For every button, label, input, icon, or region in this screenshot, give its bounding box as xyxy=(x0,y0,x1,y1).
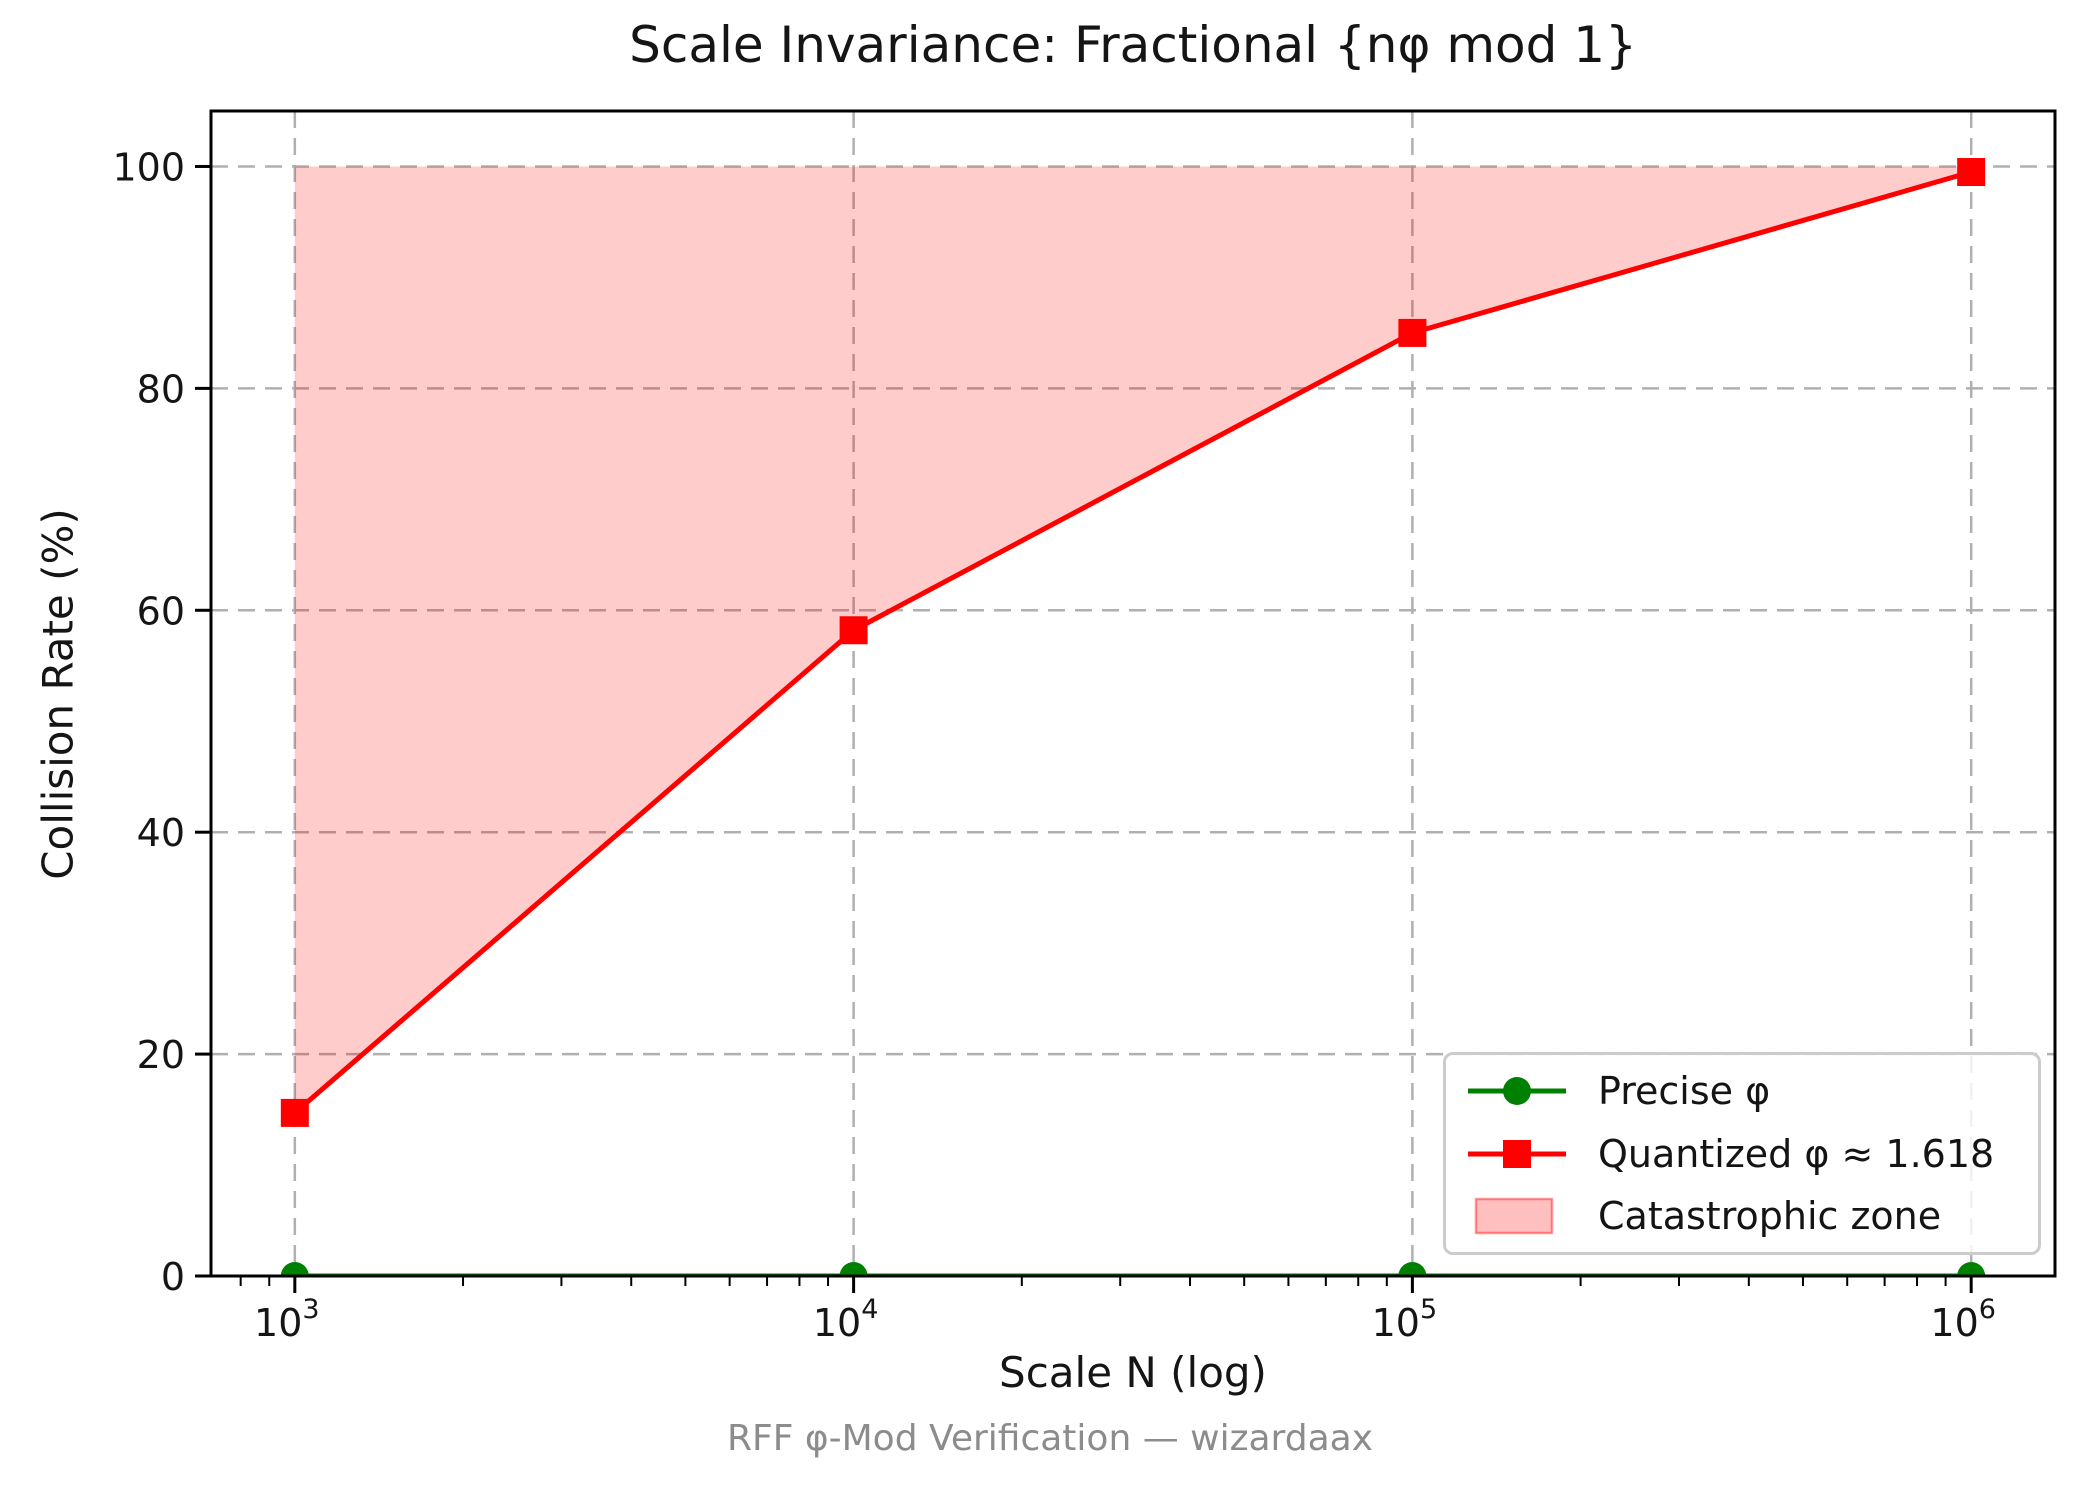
y-tick-label: 60 xyxy=(137,589,185,633)
legend: Precise φ Quantized φ ≈ 1.618 Catastroph… xyxy=(1443,1052,2041,1255)
legend-item-quantized: Quantized φ ≈ 1.618 xyxy=(1462,1124,2028,1184)
catastrophic-zone-fill xyxy=(294,166,1972,1113)
data-point-marker xyxy=(1398,1262,1427,1276)
legend-label-quantized: Quantized φ ≈ 1.618 xyxy=(1598,1131,1995,1176)
y-axis-label: Collision Rate (%) xyxy=(33,508,83,880)
y-tick-label: 100 xyxy=(112,145,185,189)
x-axis-label: Scale N (log) xyxy=(999,1348,1267,1397)
y-tick-label: 40 xyxy=(137,811,185,855)
data-point-marker xyxy=(1957,158,1986,187)
data-point-marker xyxy=(839,1262,868,1276)
tick-labels: 0 20 40 60 80 100 103 104 105 106 xyxy=(112,145,1995,1345)
data-point-marker xyxy=(280,1262,309,1276)
legend-item-zone: Catastrophic zone xyxy=(1462,1186,2028,1246)
footer-caption: RFF φ-Mod Verification — wizardaax xyxy=(727,1418,1373,1459)
y-tick-label: 80 xyxy=(137,367,185,411)
legend-label-zone: Catastrophic zone xyxy=(1598,1193,1942,1238)
red-line-square-icon xyxy=(1468,1139,1566,1168)
data-point-marker xyxy=(1398,318,1427,347)
green-line-circle-icon xyxy=(1468,1077,1566,1106)
x-tick-label: 105 xyxy=(1372,1294,1438,1345)
y-tick-label: 20 xyxy=(137,1033,185,1077)
axis-ticks xyxy=(195,164,1973,1293)
legend-item-precise: Precise φ xyxy=(1462,1061,2028,1121)
pink-patch-icon xyxy=(1474,1197,1554,1234)
series-line-1 xyxy=(293,169,1972,1115)
legend-label-precise: Precise φ xyxy=(1598,1069,1771,1114)
chart-title: Scale Invariance: Fractional {nφ mod 1} xyxy=(629,16,1637,74)
series-layer xyxy=(280,158,1986,1276)
x-tick-label: 106 xyxy=(1930,1294,1996,1345)
data-point-marker xyxy=(839,616,868,645)
data-point-marker xyxy=(1957,1262,1986,1276)
x-tick-label: 103 xyxy=(254,1294,320,1345)
x-tick-label: 104 xyxy=(813,1294,879,1345)
data-point-marker xyxy=(280,1098,309,1127)
gridlines xyxy=(211,111,2055,1276)
y-tick-label: 0 xyxy=(161,1255,185,1299)
plot-border xyxy=(209,109,2057,1278)
